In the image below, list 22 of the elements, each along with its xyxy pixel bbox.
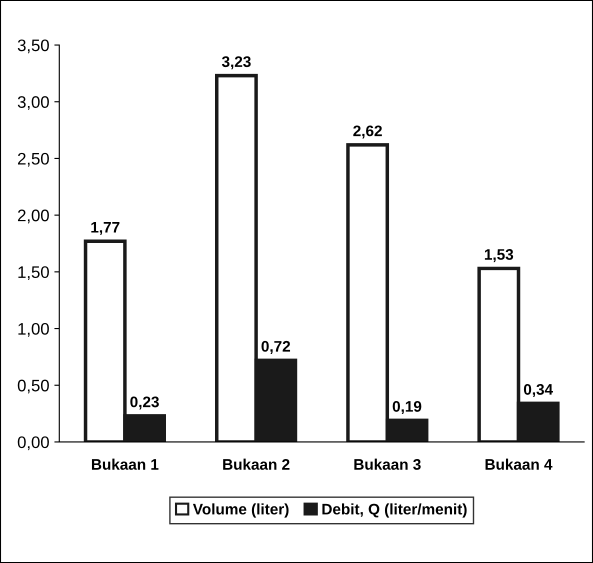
- y-tick-label: 1,00: [18, 322, 49, 337]
- data-label: 1,53: [484, 249, 514, 262]
- legend-label: Debit, Q (liter/menit): [322, 503, 467, 518]
- data-label: 2,62: [353, 125, 382, 138]
- x-tick-label: Bukaan 1: [92, 458, 158, 470]
- x-tick-label: Bukaan 3: [354, 458, 421, 470]
- legend-label: Volume (liter): [192, 503, 289, 518]
- x-tick-label: Bukaan 4: [486, 458, 552, 470]
- data-label: 3,23: [222, 56, 251, 70]
- y-tick-label: 3,00: [18, 96, 49, 110]
- y-tick-label: 2,50: [18, 152, 49, 167]
- y-tick-label: 3,50: [18, 39, 49, 54]
- y-tick-label: 0,50: [18, 380, 49, 394]
- x-tick-label: Bukaan 2: [223, 458, 290, 470]
- y-tick-label: 0,00: [18, 436, 49, 450]
- y-tick-label: 1,50: [18, 266, 49, 280]
- data-label: 0,34: [524, 384, 553, 398]
- data-label: 0,19: [392, 401, 422, 414]
- data-label: 1,77: [91, 222, 120, 235]
- data-label: 0,72: [262, 340, 290, 354]
- data-label: 0,23: [130, 396, 159, 410]
- y-tick-label: 2,00: [18, 210, 49, 224]
